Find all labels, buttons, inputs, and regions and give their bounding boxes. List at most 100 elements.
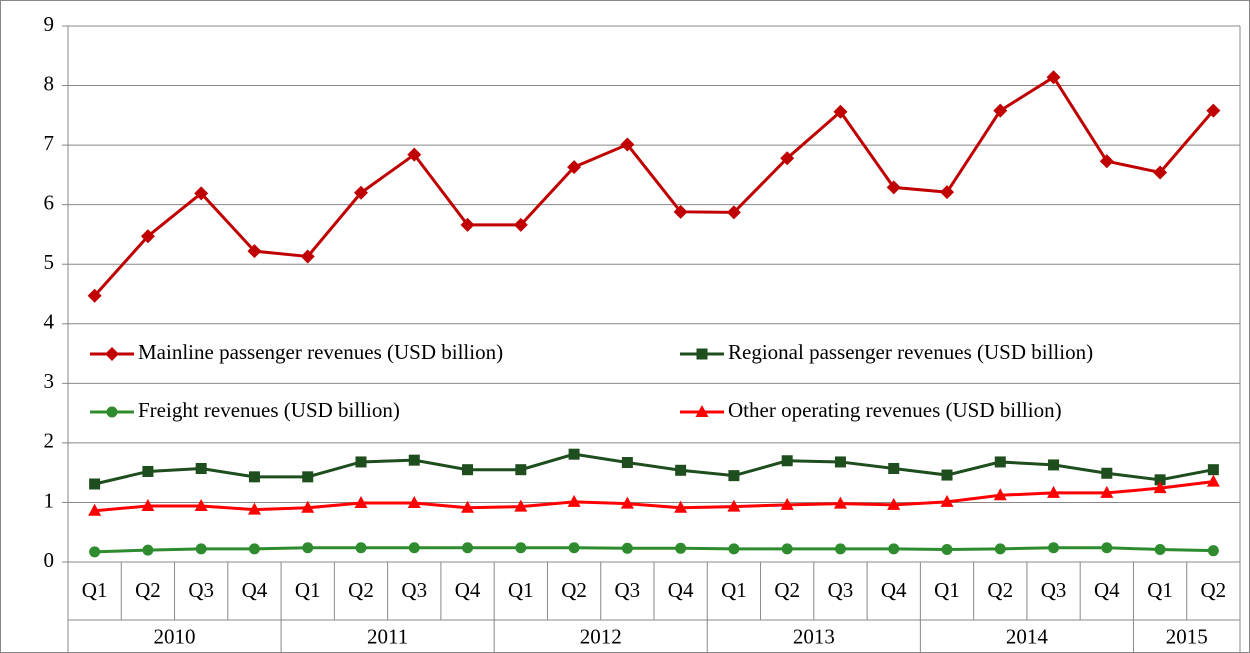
marker [673, 204, 688, 219]
marker [780, 497, 794, 510]
marker [513, 217, 528, 232]
marker [105, 347, 119, 361]
marker [620, 137, 635, 152]
marker [994, 456, 1006, 468]
marker [675, 464, 687, 476]
marker [833, 104, 848, 119]
marker [302, 542, 314, 554]
marker [1207, 545, 1219, 557]
x-tick-label: Q1 [934, 578, 960, 602]
marker [940, 494, 954, 507]
marker [568, 542, 580, 554]
x-tick-label: Q2 [987, 578, 1013, 602]
marker [834, 543, 846, 555]
marker [89, 546, 101, 558]
marker [674, 500, 688, 513]
x-tick-label: Q4 [668, 578, 694, 602]
y-tick-label: 2 [44, 429, 55, 453]
marker [514, 499, 528, 512]
x-tick-label: Q1 [82, 578, 108, 602]
marker [728, 470, 740, 482]
marker [140, 229, 155, 244]
x-tick-label: Q2 [1201, 578, 1227, 602]
marker [781, 543, 793, 555]
x-tick-label: Q3 [1041, 578, 1067, 602]
marker [834, 456, 846, 468]
marker [462, 464, 474, 476]
series-line [94, 480, 1214, 513]
marker [407, 147, 422, 162]
x-tick-label: Q1 [295, 578, 321, 602]
marker [1153, 481, 1167, 494]
marker [888, 543, 900, 555]
marker [696, 348, 708, 360]
marker [354, 496, 368, 509]
marker [248, 471, 260, 483]
marker [142, 465, 154, 477]
marker [301, 500, 315, 513]
marker [941, 543, 953, 555]
marker [515, 542, 527, 554]
marker [408, 454, 420, 466]
x-tick-label: Q4 [1094, 578, 1120, 602]
marker [1100, 485, 1114, 498]
marker [354, 185, 368, 200]
marker [994, 543, 1006, 555]
marker [833, 496, 847, 509]
y-tick-label: 1 [44, 488, 55, 512]
marker [1153, 165, 1168, 180]
marker [106, 406, 118, 418]
year-label: 2015 [1166, 624, 1208, 648]
marker [1206, 474, 1220, 487]
legend-label: Other operating revenues (USD billion) [728, 398, 1062, 422]
legend-label: Mainline passenger revenues (USD billion… [138, 340, 503, 364]
marker [141, 499, 155, 512]
x-tick-label: Q2 [561, 578, 587, 602]
y-tick-label: 0 [44, 548, 55, 572]
legend-label: Freight revenues (USD billion) [138, 398, 400, 422]
marker [727, 499, 741, 512]
y-tick-label: 8 [44, 71, 55, 95]
year-label: 2011 [367, 624, 408, 648]
marker [1048, 542, 1060, 554]
marker [726, 205, 741, 220]
marker [993, 103, 1008, 118]
marker [888, 462, 900, 474]
marker [781, 455, 793, 467]
x-tick-label: Q4 [455, 578, 481, 602]
marker [1048, 459, 1060, 471]
marker [1101, 467, 1113, 479]
series-line [93, 75, 1215, 297]
marker [87, 288, 102, 303]
x-tick-label: Q2 [135, 578, 161, 602]
marker [1099, 154, 1114, 169]
marker [195, 543, 207, 555]
marker [302, 471, 314, 483]
marker [195, 462, 207, 474]
marker [1101, 542, 1113, 554]
x-tick-label: Q1 [1147, 578, 1173, 602]
x-tick-label: Q2 [774, 578, 800, 602]
y-tick-label: 9 [44, 12, 55, 36]
marker [993, 488, 1007, 501]
marker [568, 448, 580, 460]
marker [247, 244, 262, 259]
y-tick-label: 5 [44, 250, 55, 274]
marker [461, 500, 475, 513]
year-label: 2010 [154, 624, 196, 648]
series-line [94, 452, 1214, 486]
marker [728, 543, 740, 555]
x-tick-label: Q3 [401, 578, 427, 602]
legend-label: Regional passenger revenues (USD billion… [728, 340, 1093, 364]
marker [1154, 474, 1166, 486]
marker [408, 542, 420, 554]
x-tick-label: Q2 [348, 578, 374, 602]
marker [620, 496, 634, 509]
marker [1206, 103, 1221, 118]
marker [88, 503, 102, 516]
y-tick-label: 4 [44, 310, 55, 334]
marker [300, 249, 315, 264]
marker [675, 542, 687, 554]
marker [1047, 485, 1061, 498]
